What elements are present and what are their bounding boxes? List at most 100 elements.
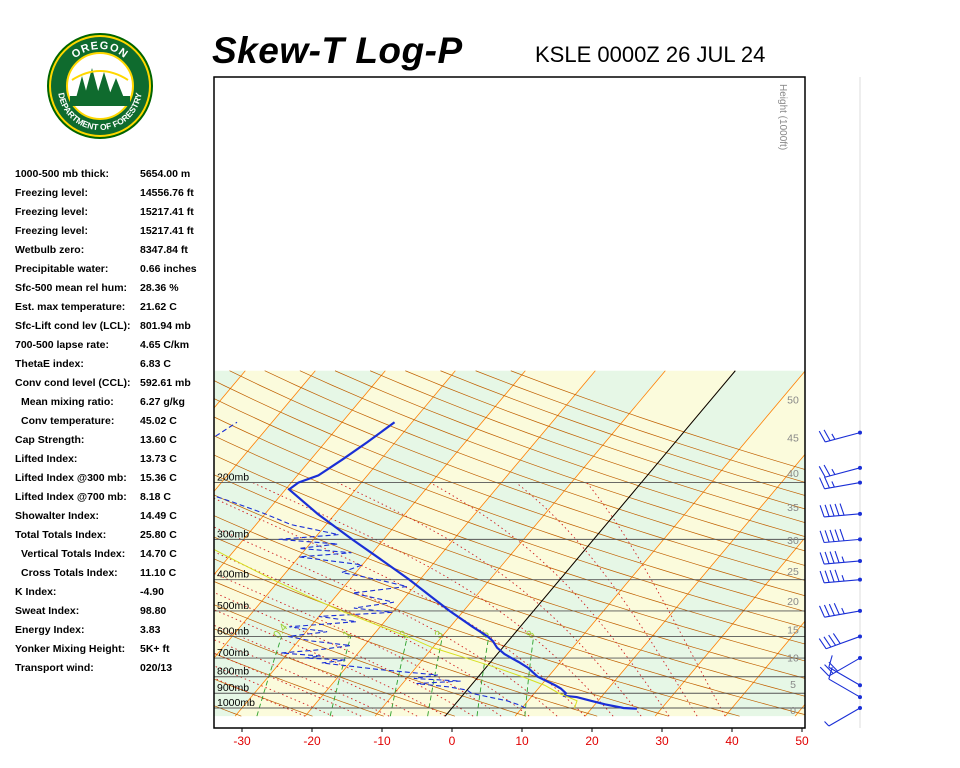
x-tick-label: 10 <box>515 734 529 748</box>
height-tick-label: 50 <box>787 395 799 407</box>
wind-barb <box>818 464 862 478</box>
stat-value: 98.80 <box>140 605 167 617</box>
stat-value: 6.83 C <box>140 358 171 370</box>
x-tick-label: 0 <box>449 734 456 748</box>
wind-barb <box>819 550 862 565</box>
mixing-ratio-line <box>476 636 490 717</box>
stat-value: 14.49 C <box>140 510 177 522</box>
wind-barb <box>819 603 862 618</box>
isotherm-band <box>0 371 105 716</box>
isotherm-band <box>235 370 596 717</box>
stat-row: 1000-500 mb thick: 5654.00 m <box>15 168 215 187</box>
stat-label: Sfc-Lift cond lev (LCL): <box>15 320 131 332</box>
stat-row: Energy Index: 3.83 <box>15 624 215 643</box>
moist-adiabat <box>586 482 726 717</box>
dry-adiabat <box>214 416 805 628</box>
isotherm-line <box>0 371 35 716</box>
stat-value: 45.02 C <box>140 415 177 427</box>
height-tick-label: 30 <box>787 535 799 547</box>
isotherm-line <box>654 537 805 717</box>
stat-value: 4.65 C/km <box>140 339 190 351</box>
wind-barb <box>819 528 862 544</box>
stat-row: Transport wind: 020/13 <box>15 662 215 681</box>
wind-barb <box>818 429 862 443</box>
stat-label: Freezing level: <box>15 225 88 237</box>
height-tick-label: 5 <box>790 679 796 691</box>
sounding-indices-panel: 1000-500 mb thick: 5654.00 m Freezing leve… <box>15 168 215 681</box>
stat-label: 1000-500 mb thick: <box>15 168 109 180</box>
stat-value: 8347.84 ft <box>140 244 188 256</box>
wind-barb <box>819 656 862 677</box>
pressure-label: 700mb <box>217 647 249 659</box>
pressure-label: 600mb <box>217 625 249 637</box>
isotherm-line <box>374 370 666 717</box>
pressure-label: 200mb <box>217 472 249 484</box>
stat-label: Sweat Index: <box>15 605 80 617</box>
stat-label: Cross Totals Index: <box>21 567 118 579</box>
stat-row: Lifted Index @700 mb: 8.18 C <box>15 491 215 510</box>
isotherm-band <box>214 370 246 408</box>
stat-row: Lifted Index: 13.73 C <box>15 453 215 472</box>
stat-label: Conv temperature: <box>21 415 115 427</box>
stat-label: Transport wind: <box>15 662 94 674</box>
stat-label: Precipitable water: <box>15 263 109 275</box>
stat-row: Freezing level: 15217.41 ft <box>15 206 215 225</box>
stat-row: Vertical Totals Index: 14.70 C <box>15 548 215 567</box>
stat-label: Cap Strength: <box>15 434 85 446</box>
isotherm-line <box>514 370 805 717</box>
plot-frame <box>213 76 806 729</box>
x-tick-label: 20 <box>585 734 599 748</box>
moist-adiabat <box>214 526 558 717</box>
stat-row: Est. max temperature: 21.62 C <box>15 301 215 320</box>
stat-value: 13.73 C <box>140 453 177 465</box>
stat-row: Cross Totals Index: 11.10 C <box>15 567 215 586</box>
stat-row: Precipitable water: 0.66 inches <box>15 263 215 282</box>
series-dewpoint <box>214 421 526 709</box>
dry-adiabat <box>334 370 805 537</box>
stat-row: Cap Strength: 13.60 C <box>15 434 215 453</box>
stat-label: Est. max temperature: <box>15 301 126 313</box>
stat-label: Freezing level: <box>15 206 88 218</box>
pressure-label: 400mb <box>217 569 249 581</box>
stat-value: 15217.41 ft <box>140 225 194 237</box>
stat-value: 020/13 <box>140 662 173 674</box>
dry-adiabat <box>214 474 805 679</box>
wind-barb <box>819 503 862 518</box>
dry-adiabat <box>264 370 805 566</box>
height-tick-label: 20 <box>787 596 799 608</box>
moist-adiabat <box>214 652 362 717</box>
moist-adiabat <box>337 482 642 717</box>
stat-label: 700-500 lapse rate: <box>15 339 109 351</box>
series-parcel <box>214 548 578 709</box>
stat-label: Energy Index: <box>15 624 85 636</box>
moist-adiabat <box>252 482 614 717</box>
stat-row: Wetbulb zero: 8347.84 ft <box>15 244 215 263</box>
stat-value: 11.10 C <box>140 567 177 579</box>
x-tick-label: 30 <box>655 734 669 748</box>
isotherm-band <box>375 370 736 717</box>
stat-label: Lifted Index @700 mb: <box>15 491 127 503</box>
chart-title: Skew-T Log-P <box>212 30 463 71</box>
stat-value: 28.36 % <box>140 282 179 294</box>
isotherm-line <box>794 703 805 717</box>
stat-label: Vertical Totals Index: <box>21 548 126 560</box>
stat-label: Conv cond level (CCL): <box>15 377 131 389</box>
stat-value: 6.27 g/kg <box>140 396 185 408</box>
isotherm-line <box>234 370 526 717</box>
stat-label: Sfc-500 mean rel hum: <box>15 282 128 294</box>
isotherm-band <box>214 370 526 717</box>
stat-value: 801.94 mb <box>140 320 191 332</box>
stat-row: Showalter Index: 14.49 C <box>15 510 215 529</box>
isotherm-line <box>214 370 316 492</box>
mixing-ratio-line <box>524 636 535 717</box>
stat-row: Freezing level: 14556.76 ft <box>15 187 215 206</box>
stat-label: Lifted Index: <box>15 453 78 465</box>
stat-value: -4.90 <box>140 586 164 598</box>
dry-adiabat <box>214 454 805 662</box>
mixing-ratio-line <box>427 636 443 717</box>
stat-row: Total Totals Index: 25.80 C <box>15 529 215 548</box>
stat-value: 0.66 inches <box>140 263 197 275</box>
height-tick-label: 45 <box>787 432 799 444</box>
stat-row: Sfc-Lift cond lev (LCL): 801.94 mb <box>15 320 215 339</box>
stat-row: Yonker Mixing Height: 5K+ ft <box>15 643 215 662</box>
